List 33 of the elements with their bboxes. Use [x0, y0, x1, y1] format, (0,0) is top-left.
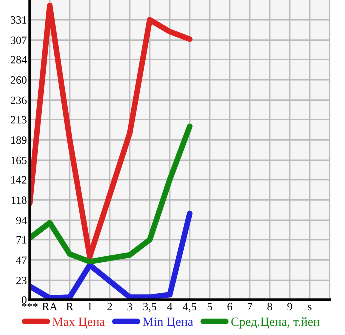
y-tick-label: 213	[11, 116, 27, 124]
y-tick-label: 189	[12, 136, 27, 144]
x-tick-label: 2	[108, 303, 112, 310]
x-tick-label: 9	[288, 303, 292, 311]
legend-label: Min Цена	[143, 318, 194, 329]
x-tick-label: 4	[167, 303, 173, 310]
x-tick-label: 1	[88, 303, 92, 310]
x-tick-label: s	[308, 305, 312, 311]
y-tick-label: 165	[12, 156, 27, 164]
y-tick-label: 23	[16, 277, 27, 285]
x-tick-label: 4,5	[183, 303, 197, 312]
y-tick-label: 71	[16, 236, 27, 244]
y-tick-label: 307	[11, 36, 27, 44]
y-tick-label: 260	[11, 76, 27, 84]
x-tick-label: R	[66, 303, 74, 310]
y-tick-label: 0	[22, 296, 27, 304]
x-tick-label: 7	[248, 303, 252, 310]
x-tick-label: 6	[228, 303, 232, 311]
x-tick-label: 5	[208, 303, 212, 311]
x-tick-label: 8	[268, 303, 272, 311]
legend-label: Сред.Цена, т.йен	[232, 318, 320, 329]
y-tick-label: 236	[11, 96, 27, 104]
y-tick-label: 118	[12, 196, 27, 204]
x-tick-label: 3,5	[144, 303, 157, 312]
x-tick-label: 3	[128, 303, 132, 311]
x-tick-label: RA	[42, 303, 58, 310]
x-tick-label: ***	[22, 303, 38, 308]
y-tick-label: 94	[16, 216, 28, 224]
y-tick-label: 47	[16, 256, 27, 264]
legend-label: Max Цена	[52, 318, 106, 329]
y-tick-label: 284	[11, 56, 28, 64]
y-tick-label: 142	[12, 176, 27, 184]
y-tick-label: 331	[11, 16, 27, 24]
